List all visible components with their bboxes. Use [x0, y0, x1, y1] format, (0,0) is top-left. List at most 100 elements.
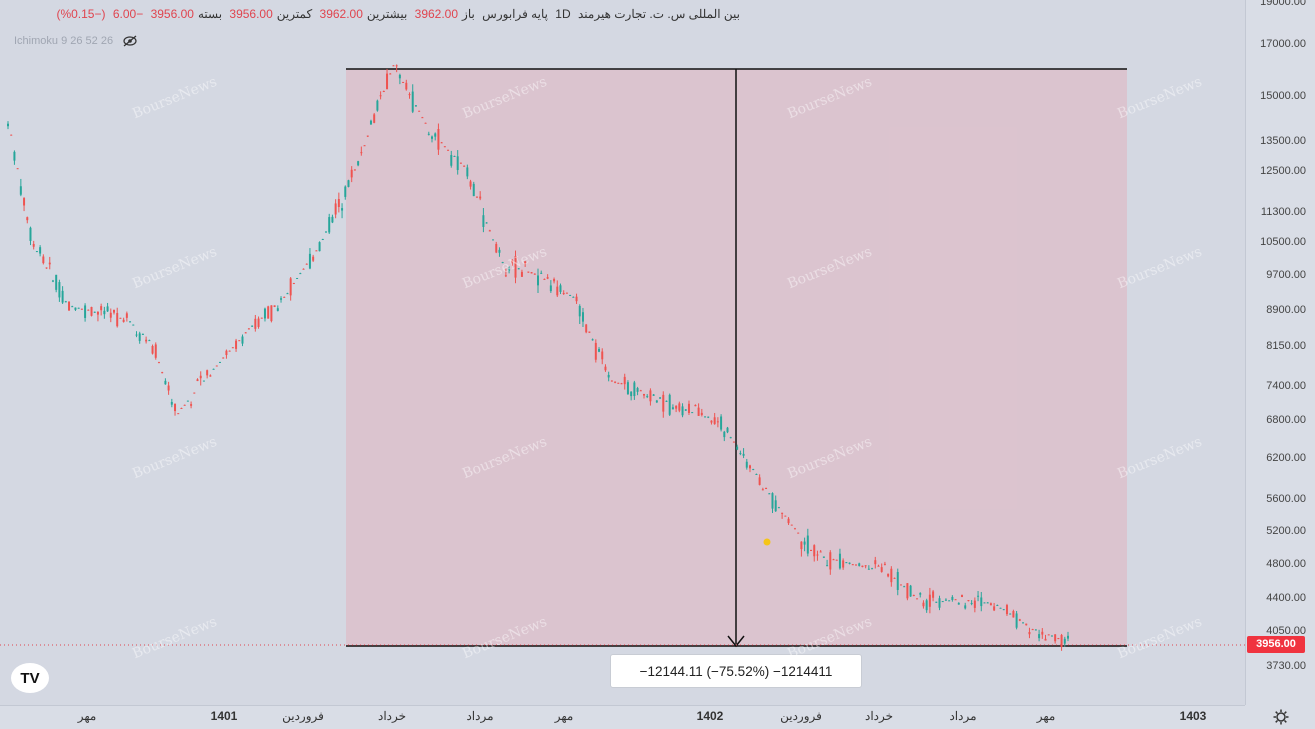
- candle-body: [463, 165, 466, 167]
- candle-body: [549, 285, 552, 292]
- candle-body: [145, 339, 148, 342]
- legend-symbol: بین المللی س. ت. تجارت هیرمند: [577, 7, 740, 21]
- candle-body: [84, 305, 87, 318]
- candle-body: [180, 407, 183, 409]
- candle-body: [45, 267, 48, 269]
- candle-body: [520, 271, 523, 277]
- candle-body: [858, 563, 861, 566]
- candle-body: [832, 559, 835, 561]
- candle-body: [572, 296, 575, 298]
- candle-body: [623, 376, 626, 385]
- candle-body: [482, 215, 485, 227]
- candle-body: [883, 563, 886, 565]
- legend-low-label: کمترین: [276, 7, 313, 21]
- candle-body: [222, 357, 225, 359]
- candle-body: [1002, 609, 1005, 611]
- candle-body: [251, 325, 254, 327]
- candle-body: [157, 362, 160, 364]
- candle-body: [671, 407, 674, 410]
- time-axis[interactable]: مهر 1401 فروردین خرداد مرداد مهر 1402 فروردین خر…: [0, 705, 1245, 729]
- candle-body: [684, 409, 687, 411]
- candle-body: [74, 307, 77, 310]
- candle-body: [996, 605, 999, 607]
- legend-close-value: 3956.00: [150, 7, 194, 21]
- candle-body: [893, 577, 896, 579]
- candle-body: [350, 169, 353, 178]
- tradingview-logo[interactable]: TV: [11, 663, 49, 693]
- candle-body: [530, 272, 533, 274]
- price-tick: 10500.00: [1260, 236, 1306, 248]
- candle-body: [418, 110, 421, 112]
- candle-body: [302, 268, 305, 270]
- candle-body: [816, 554, 819, 556]
- candle-body: [395, 65, 398, 67]
- candle-body: [42, 256, 45, 264]
- time-tick: 1401: [210, 709, 238, 723]
- candle-body: [135, 334, 138, 336]
- candle-body: [845, 562, 848, 564]
- candle-body: [617, 382, 620, 384]
- candle-body: [784, 515, 787, 517]
- indicator-text: Ichimoku 9 26 52 26: [14, 35, 114, 47]
- candle-body: [957, 602, 960, 605]
- candle-body: [389, 73, 392, 75]
- axis-corner: [1245, 705, 1315, 728]
- candle-body: [961, 595, 963, 597]
- candle-body: [414, 105, 417, 107]
- candle-body: [838, 553, 841, 569]
- candle-body: [151, 346, 154, 354]
- candle-body: [174, 403, 177, 412]
- candles-group: [7, 64, 1069, 651]
- price-tick: 19000.00: [1260, 0, 1306, 8]
- price-tick: 6800.00: [1266, 414, 1306, 426]
- candle-body: [48, 262, 51, 265]
- candle-body: [437, 129, 440, 150]
- candle-body: [665, 400, 668, 402]
- candle-body: [289, 278, 292, 296]
- candle-body: [1060, 634, 1063, 648]
- candle-body: [202, 380, 205, 382]
- candle-body: [553, 279, 556, 282]
- candle-body: [479, 196, 482, 199]
- price-tick: 13500.00: [1260, 135, 1306, 147]
- candle-body: [498, 249, 501, 253]
- gear-icon[interactable]: [1273, 709, 1289, 725]
- candle-body: [517, 268, 520, 270]
- candle-body: [431, 136, 433, 139]
- price-tick: 15000.00: [1260, 90, 1306, 102]
- candle-body: [877, 565, 880, 567]
- candle-body: [109, 312, 112, 318]
- candle-body: [848, 562, 851, 564]
- candle-body: [954, 599, 957, 601]
- candle-body: [983, 602, 986, 604]
- candle-body: [835, 559, 838, 561]
- candle-body: [540, 272, 543, 274]
- candle-body: [922, 602, 925, 607]
- price-chart[interactable]: [0, 0, 1245, 705]
- candle-body: [989, 603, 992, 606]
- candle-body: [212, 368, 215, 370]
- candle-body: [732, 441, 735, 443]
- candle-body: [967, 600, 970, 602]
- candle-body: [363, 145, 366, 147]
- candle-body: [382, 91, 385, 93]
- candle-body: [626, 382, 629, 395]
- candle-body: [485, 222, 488, 224]
- candle-body: [594, 342, 597, 360]
- candle-body: [116, 312, 119, 327]
- candle-body: [244, 332, 247, 334]
- candle-body: [1031, 629, 1034, 631]
- indicator-label[interactable]: Ichimoku 9 26 52 26: [14, 35, 138, 47]
- candle-body: [334, 203, 337, 215]
- legend-open-value: 3962.00: [414, 7, 459, 21]
- price-tick: 11300.00: [1260, 206, 1306, 218]
- candle-body: [867, 568, 870, 570]
- candle-body: [720, 416, 723, 430]
- price-axis[interactable]: 19000.00 17000.00 15000.00 13500.00 12500.00…: [1245, 0, 1315, 705]
- candle-body: [450, 155, 453, 166]
- eye-off-icon[interactable]: [122, 35, 138, 47]
- candle-body: [29, 227, 32, 241]
- chart-area[interactable]: بین المللی س. ت. تجارت هیرمند 1D پایه فر…: [0, 0, 1245, 705]
- candle-body: [694, 404, 697, 407]
- candle-body: [80, 308, 83, 310]
